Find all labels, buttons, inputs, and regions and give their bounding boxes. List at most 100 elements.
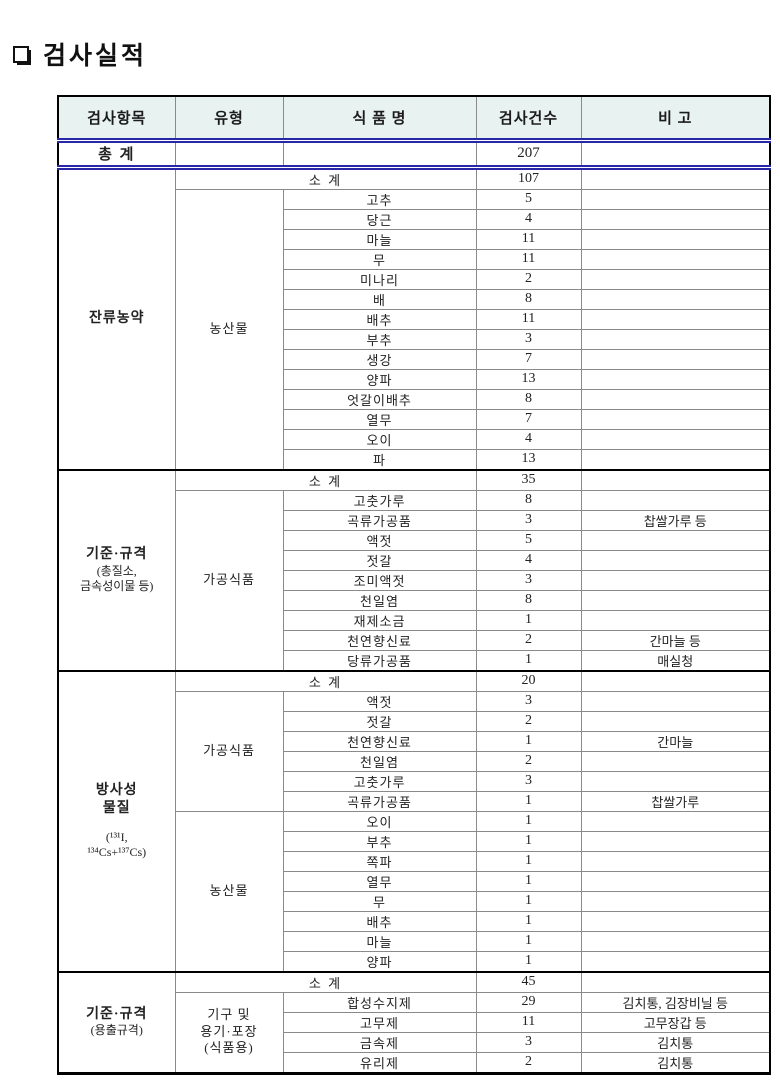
note-cell: [580, 609, 771, 631]
note-cell: [580, 770, 771, 792]
count-cell: 4: [475, 428, 582, 450]
note-cell: [580, 489, 771, 511]
note-cell: [580, 328, 771, 350]
count-cell: 3: [475, 569, 582, 591]
table-row: 젓갈 2: [58, 710, 771, 732]
count-cell: 1: [475, 890, 582, 912]
grand-total-label: 총 계: [57, 137, 176, 170]
table-row: 천연향신료 2 간마늘 등: [58, 629, 771, 651]
note-cell: 간마늘 등: [580, 629, 771, 651]
count-cell: 3: [475, 690, 582, 712]
grand-total-count: 207: [475, 137, 582, 170]
food-name-cell: 배추: [282, 308, 477, 330]
type-cell: 농산물: [174, 188, 284, 470]
note-cell: [580, 268, 771, 290]
subtotal-row: 잔류농약 소 계 107: [57, 166, 771, 470]
count-cell: 13: [475, 448, 582, 470]
table-row: 당근 4: [58, 208, 771, 230]
count-cell: 4: [475, 208, 582, 230]
table-row: 유리제 2 김치통: [58, 1051, 771, 1074]
food-name-cell: 곡류가공품: [282, 509, 477, 531]
grand-total-row: 총 계 207: [57, 137, 771, 170]
note-cell: [580, 830, 771, 852]
label-line: 가공식품: [203, 571, 255, 587]
table-row: 곡류가공품 1 찹쌀가루: [58, 790, 771, 812]
subtotal-label-cell: 소 계: [174, 468, 477, 491]
square-bullet-icon: [13, 45, 29, 63]
food-name-cell: 엇갈이배추: [282, 388, 477, 410]
food-name-cell: 열무: [282, 408, 477, 430]
count-cell: 8: [475, 388, 582, 410]
note-cell: [580, 690, 771, 712]
subtotal-label-cell: 소 계: [174, 669, 477, 692]
label-line: 방사성: [95, 783, 138, 798]
food-name-cell: 천연향신료: [282, 629, 477, 651]
table-row: 배추 1: [58, 910, 771, 932]
note-cell: 찹쌀가루 등: [580, 509, 771, 531]
food-name-cell: 배추: [282, 910, 477, 932]
table-row: 액젓 5: [58, 529, 771, 551]
col-header-note: 비 고: [580, 95, 771, 141]
type-cell: 가공식품: [174, 690, 284, 812]
table-row: 고춧가루 3: [58, 770, 771, 792]
food-name-cell: 오이: [282, 810, 477, 832]
grand-total-type-cell: [174, 137, 284, 170]
count-cell: 5: [475, 529, 582, 551]
label-line: (¹³¹I,: [105, 830, 128, 844]
note-cell: [580, 529, 771, 551]
subtotal-note-cell: [580, 970, 771, 993]
food-name-cell: 양파: [282, 950, 477, 972]
note-cell: [580, 448, 771, 470]
food-name-cell: 곡류가공품: [282, 790, 477, 812]
subtotal-count-cell: 20: [475, 669, 582, 692]
label-line: ¹³⁴Cs+¹³⁷Cs): [87, 845, 147, 859]
table-row: 젓갈 4: [58, 549, 771, 571]
food-name-cell: 마늘: [282, 930, 477, 952]
inspection-item-cell: 잔류농약: [57, 166, 176, 470]
count-cell: 11: [475, 1011, 582, 1033]
count-cell: 8: [475, 489, 582, 511]
col-header-inspection-count: 검사건수: [475, 95, 582, 141]
label-line: 잔류농약: [88, 311, 145, 327]
note-cell: [580, 368, 771, 390]
count-cell: 29: [475, 991, 582, 1013]
subtotal-note-cell: [580, 468, 771, 491]
col-header-type: 유형: [174, 95, 284, 141]
count-cell: 2: [475, 750, 582, 772]
label-line: 기준·규격: [86, 1006, 148, 1022]
count-cell: 1: [475, 830, 582, 852]
count-cell: 1: [475, 930, 582, 952]
table-row: 조미액젓 3: [58, 569, 771, 591]
food-name-cell: 열무: [282, 870, 477, 892]
inspection-results-table: 검사항목 유형 식 품 명 검사건수 비 고 총 계 207 잔류농약 소 계 10…: [57, 95, 771, 1075]
food-name-cell: 천연향신료: [282, 730, 477, 752]
table-row: 마늘 1: [58, 930, 771, 952]
inspection-item-cell: 방사성 물질 (¹³¹I, ¹³⁴Cs+¹³⁷Cs): [57, 669, 176, 972]
count-cell: 1: [475, 790, 582, 812]
food-name-cell: 양파: [282, 368, 477, 390]
food-name-cell: 부추: [282, 328, 477, 350]
count-cell: 3: [475, 328, 582, 350]
note-cell: [580, 890, 771, 912]
count-cell: 1: [475, 950, 582, 972]
food-name-cell: 천일염: [282, 589, 477, 611]
count-cell: 13: [475, 368, 582, 390]
count-cell: 2: [475, 629, 582, 651]
count-cell: 4: [475, 549, 582, 571]
food-name-cell: 배: [282, 288, 477, 310]
count-cell: 1: [475, 609, 582, 631]
note-cell: [580, 710, 771, 732]
subtotal-note-cell: [580, 669, 771, 692]
food-name-cell: 고추: [282, 188, 477, 210]
note-cell: [580, 910, 771, 932]
table-row: 곡류가공품 3 찹쌀가루 등: [58, 509, 771, 531]
food-name-cell: 파: [282, 448, 477, 470]
table-header: 검사항목 유형 식 품 명 검사건수 비 고: [57, 95, 771, 141]
subtotal-count-cell: 107: [475, 166, 582, 190]
note-cell: 간마늘: [580, 730, 771, 752]
count-cell: 1: [475, 649, 582, 671]
label-line: 기구 및: [207, 1006, 251, 1022]
table-body: 총 계 207 잔류농약 소 계 107 농산물 고추 5 당근 4 마늘 11 무 11 미나리 2 배 8…: [57, 137, 771, 1074]
note-cell: [580, 188, 771, 210]
